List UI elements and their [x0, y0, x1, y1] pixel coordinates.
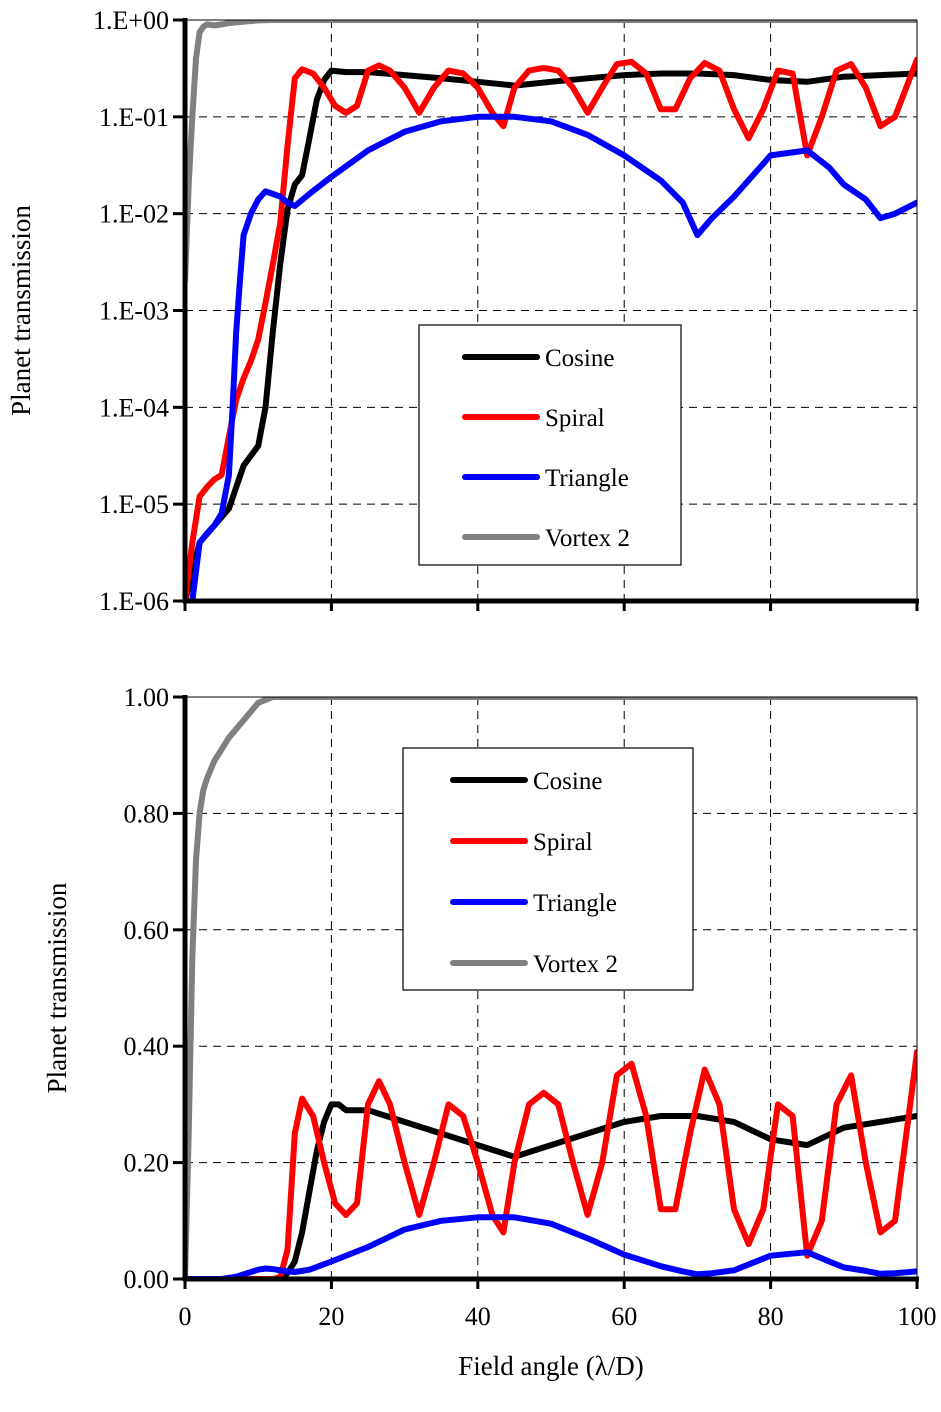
legend-label: Vortex 2: [545, 525, 630, 552]
legend-label: Spiral: [533, 829, 593, 856]
legend-label: Cosine: [533, 768, 602, 795]
y-tick-label: 1.00: [124, 683, 170, 712]
series-group: [185, 697, 917, 1279]
legend: Cosine Spiral Triangle Vortex 2: [418, 324, 682, 566]
y-tick-label: 1.E-05: [99, 490, 169, 519]
legend: Cosine Spiral Triangle Vortex 2: [402, 747, 694, 991]
log-scale-panel: 1.E-06 1.E-05 1.E-04 1.E-03 1.E-02 1.E-01 1.E+…: [6, 6, 919, 616]
series-line-spiral: [185, 56, 917, 601]
legend-label: Triangle: [533, 890, 617, 917]
y-tick-label: 0.40: [124, 1032, 170, 1061]
y-tick-label: 1.E-02: [99, 200, 169, 229]
linear-scale-panel: 0.00 0.20 0.40 0.60 0.80 1.00 0 20 40 60 80 100 Plan…: [42, 683, 937, 1331]
y-tick-label: 0.00: [124, 1265, 170, 1294]
y-tick-label: 0.20: [124, 1149, 170, 1178]
y-tick-label: 1.E-03: [99, 297, 169, 326]
x-tick-label: 60: [611, 1302, 637, 1331]
x-tick-label: 20: [318, 1302, 344, 1331]
series-line-triangle: [185, 1214, 917, 1279]
series-line-vortex-2: [185, 697, 917, 1279]
legend-box: [418, 324, 682, 566]
legend-label: Cosine: [545, 345, 614, 372]
legend-box: [402, 747, 694, 991]
series-line-triangle: [189, 113, 917, 601]
y-tick-label: 1.E+00: [93, 6, 169, 35]
y-tick-label: 1.E-04: [99, 393, 169, 422]
y-tick-label: 0.80: [124, 799, 170, 828]
legend-label: Triangle: [545, 465, 629, 492]
y-axis-title: Planet transmission: [42, 882, 72, 1093]
x-axis-title: Field angle (λ/D): [458, 1351, 644, 1381]
series-line-spiral: [185, 1049, 917, 1279]
y-axis-title: Planet transmission: [6, 205, 36, 416]
y-tick-label: 1.E-06: [99, 587, 169, 616]
y-tick-label: 0.60: [124, 916, 170, 945]
x-tick-label: 80: [758, 1302, 784, 1331]
y-tick-label: 1.E-01: [99, 103, 169, 132]
legend-label: Spiral: [545, 405, 605, 432]
legend-label: Vortex 2: [533, 951, 618, 978]
x-tick-label: 40: [465, 1302, 491, 1331]
x-tick-label: 0: [179, 1302, 192, 1331]
x-tick-label: 100: [898, 1302, 937, 1331]
series-line-cosine: [185, 1101, 917, 1279]
